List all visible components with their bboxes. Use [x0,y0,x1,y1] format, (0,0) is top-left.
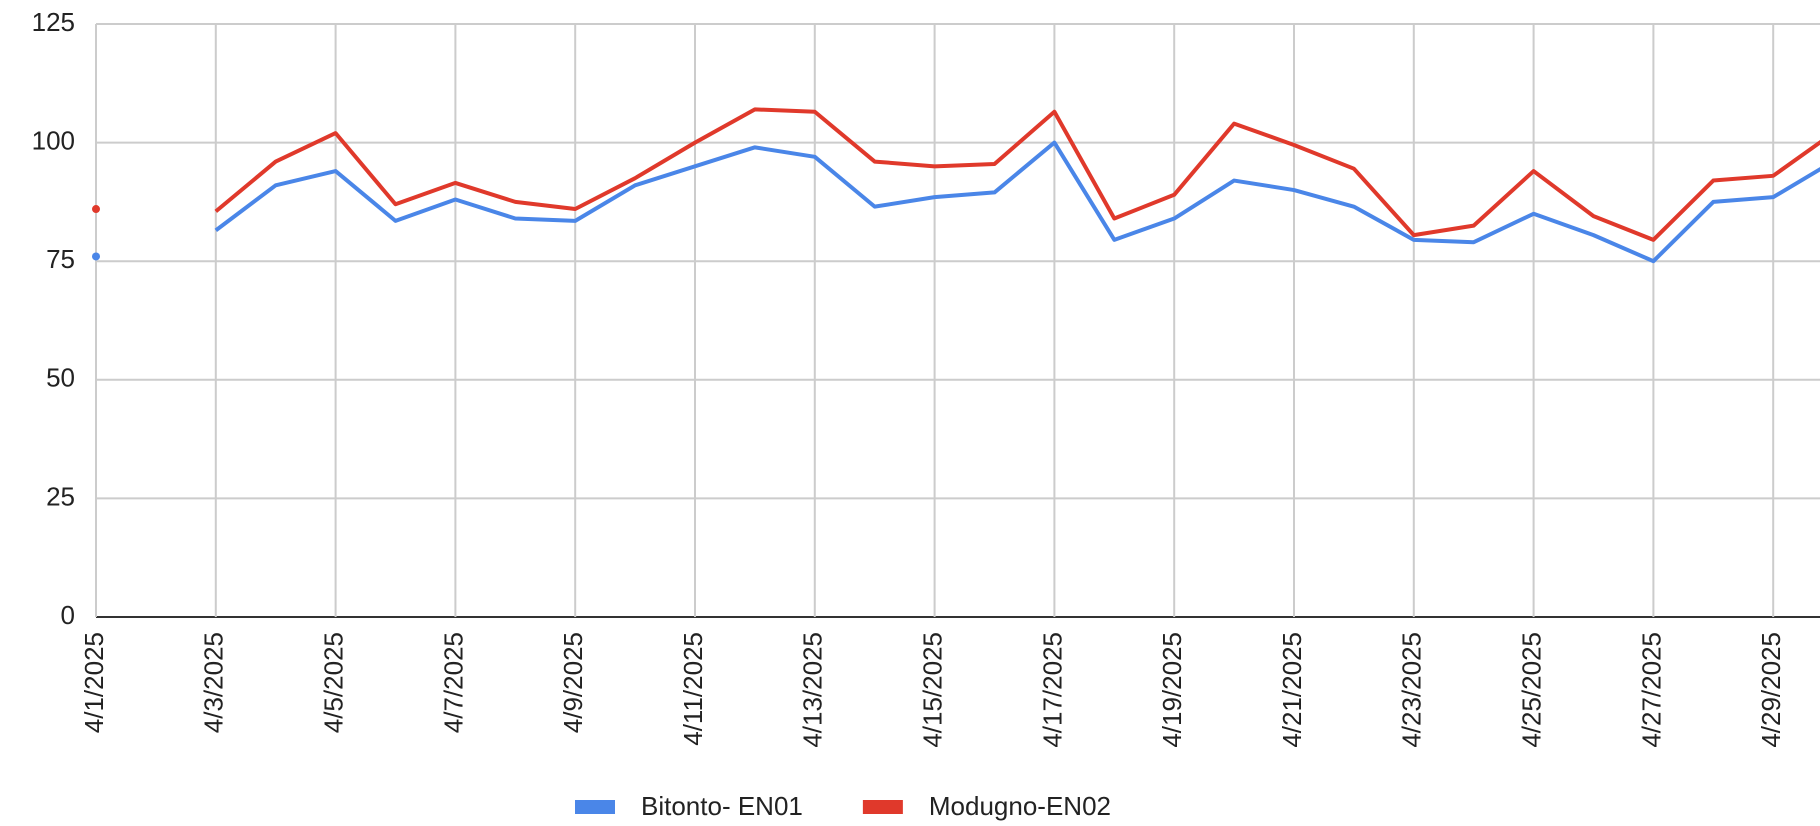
x-tick-label: 4/23/2025 [1397,632,1427,748]
x-tick-label: 4/9/2025 [558,632,588,733]
x-tick-label: 4/19/2025 [1157,632,1187,748]
line-series [214,107,1820,242]
x-tick-label: 4/1/2025 [79,632,109,733]
legend-swatch [862,800,903,814]
x-tick-label: 4/5/2025 [318,632,348,733]
y-tick-label: 75 [46,244,75,274]
y-tick-label: 100 [32,125,75,155]
line-series [214,140,1820,264]
point [92,205,100,214]
y-tick-label: 125 [32,7,75,37]
y-tick-label: 0 [61,600,75,630]
x-tick-label: 4/29/2025 [1756,632,1786,748]
point [92,252,100,261]
x-tick-label: 4/11/2025 [678,632,708,746]
x-tick-label: 4/27/2025 [1636,632,1666,748]
x-tick-label: 4/21/2025 [1277,632,1307,748]
x-tick-label: 4/25/2025 [1516,632,1546,748]
legend-swatch [575,800,615,814]
y-tick-label: 50 [46,363,75,393]
x-tick-label: 4/17/2025 [1037,632,1067,748]
x-tick-label: 4/3/2025 [199,632,229,733]
x-tick-label: 4/7/2025 [438,632,468,733]
y-tick-label: 25 [46,481,75,511]
x-tick-label: 4/13/2025 [798,632,828,748]
legend-label: Modugno-EN02 [929,791,1111,821]
legend-label: Bitonto- EN01 [641,791,803,821]
x-tick-label: 4/15/2025 [917,632,947,748]
legend: Bitonto- EN01 Modugno-EN02 [575,791,1111,821]
